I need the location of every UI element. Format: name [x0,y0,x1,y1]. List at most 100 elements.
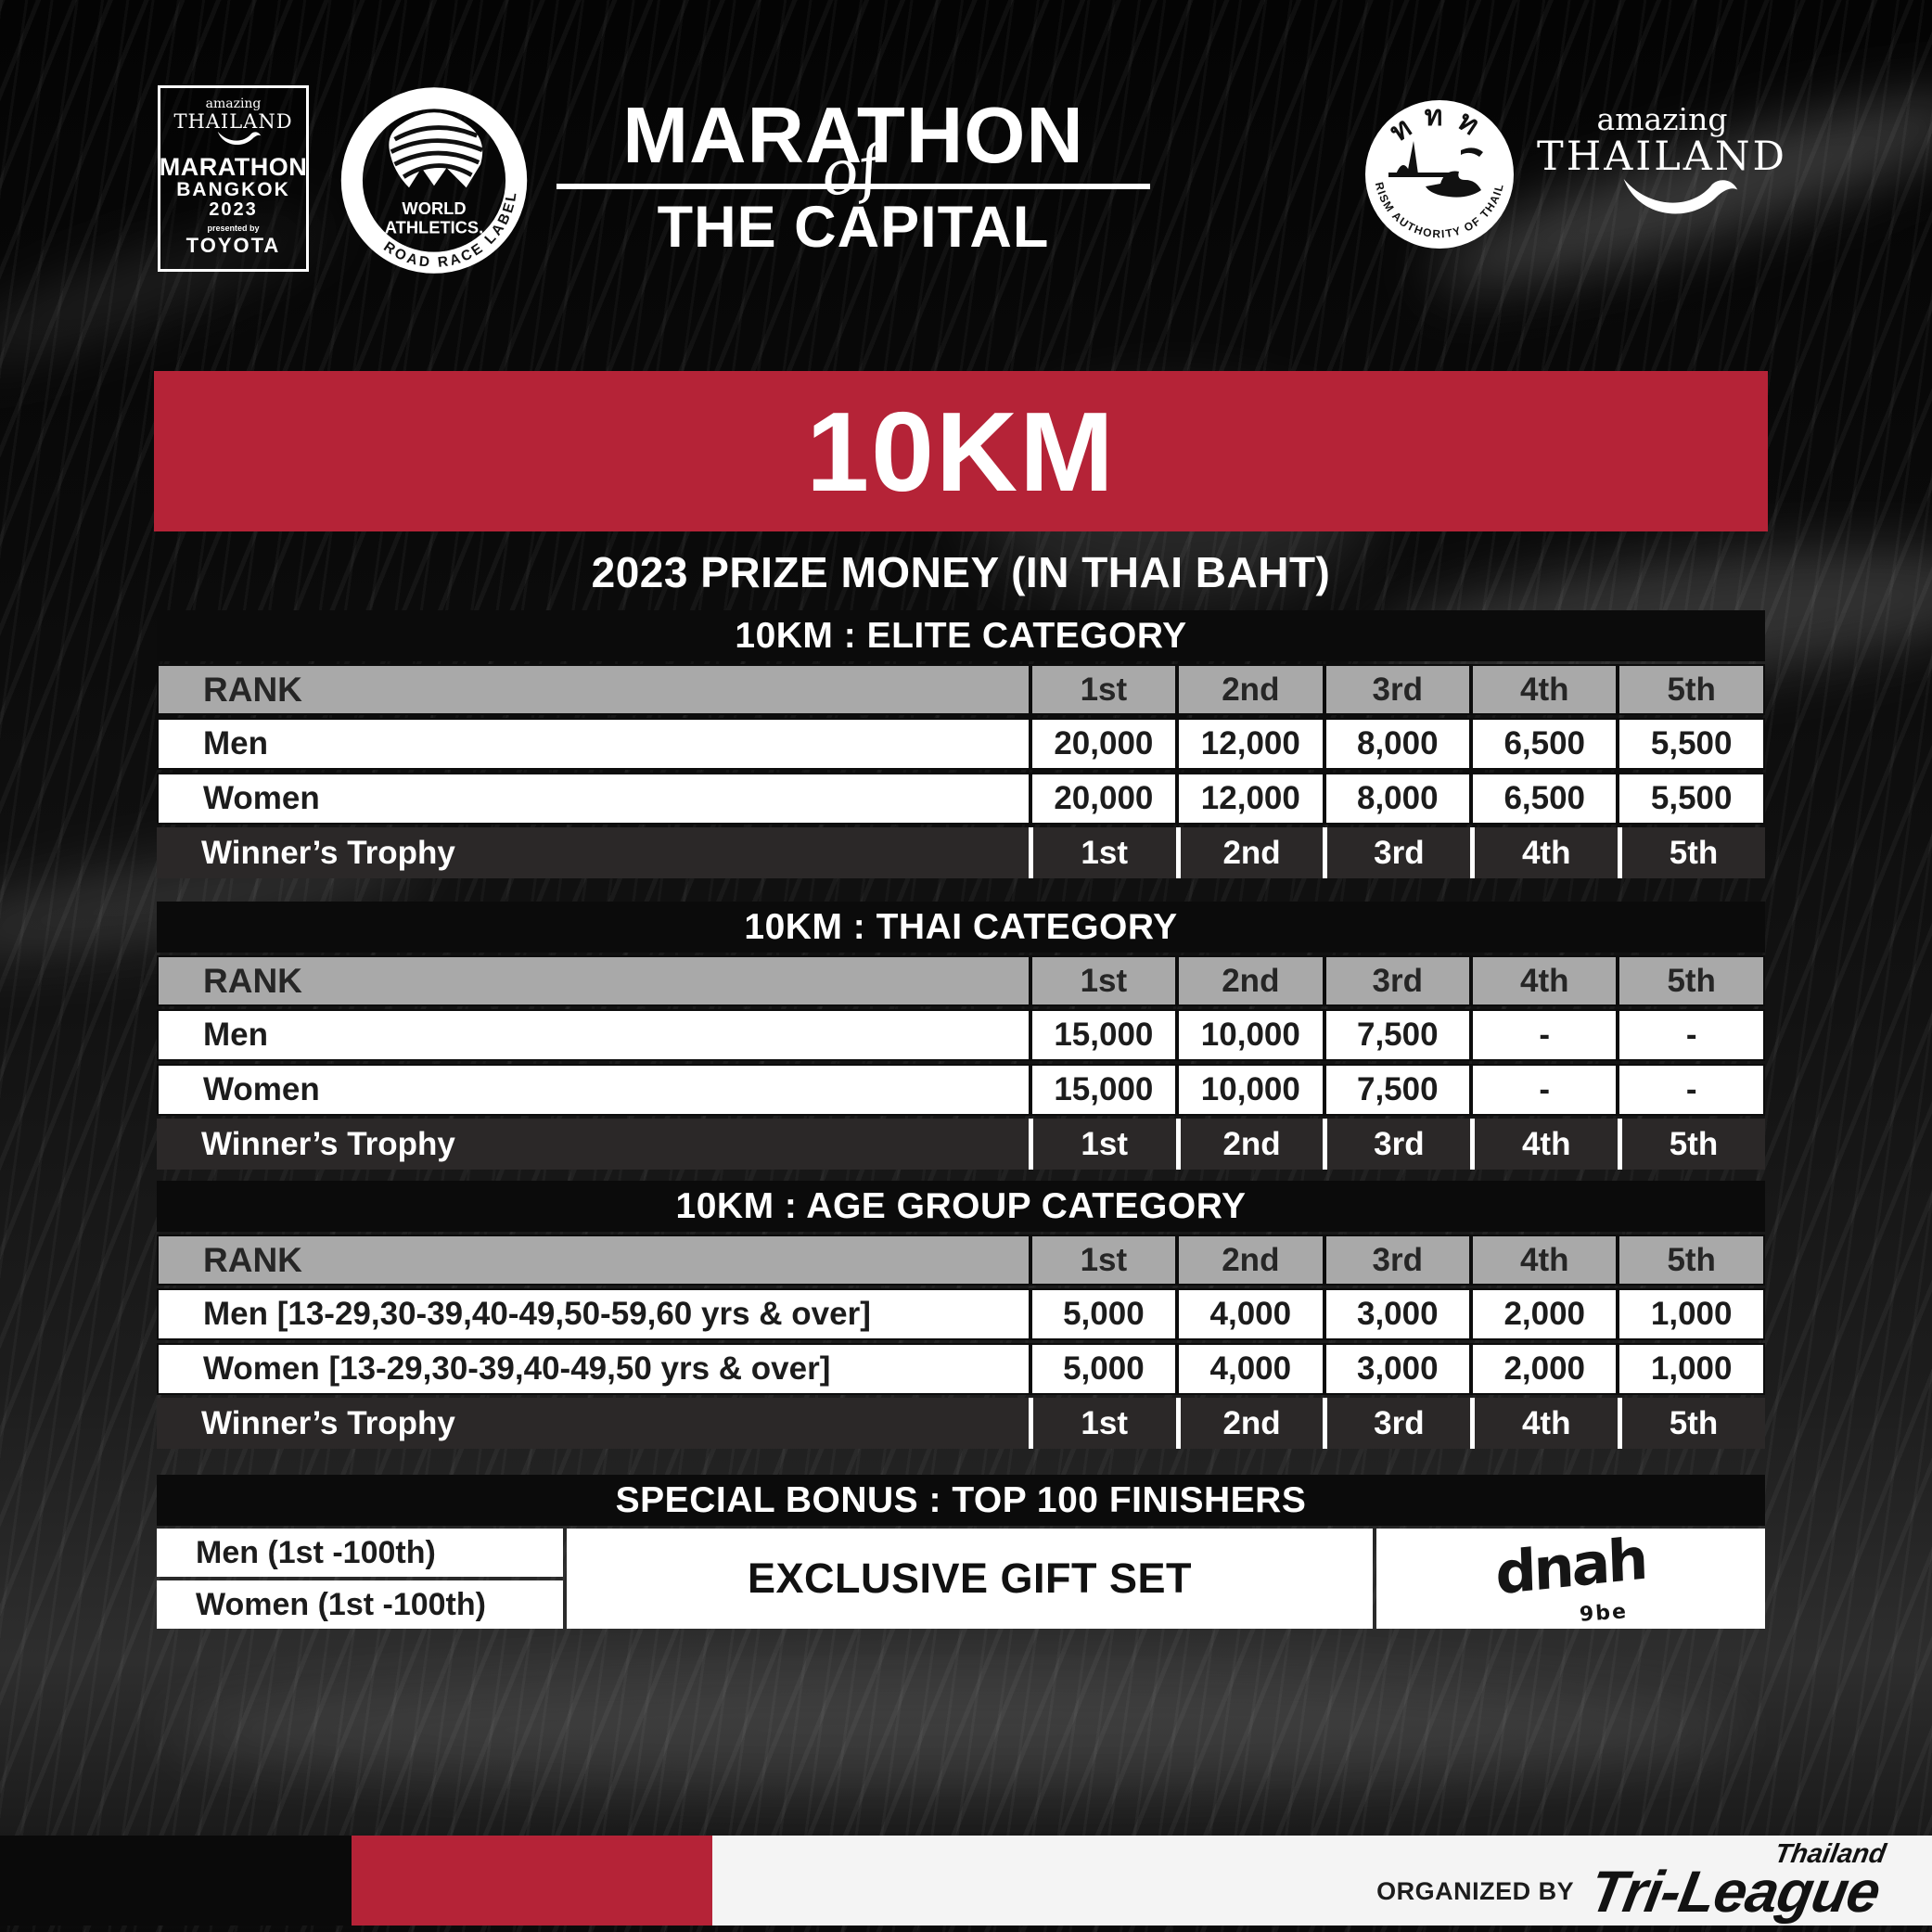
svg-text:ATHLETICS.: ATHLETICS. [385,217,483,237]
row-label: Men [159,720,1029,768]
trophy-cell: 5th [1618,1119,1765,1170]
footer-black-segment [0,1836,352,1926]
table-row-women: Women [13-29,30-39,40-49,50 yrs & over] … [157,1343,1765,1395]
title-divider-line: of [557,132,1150,211]
prize-cell: - [1616,1066,1763,1114]
col-header: 2nd [1175,1236,1322,1284]
prize-cell: 2,000 [1469,1290,1617,1338]
prize-cell: 6,500 [1469,720,1617,768]
thailand-swoosh-icon [1623,178,1738,214]
table-header-row: RANK 1st 2nd 3rd 4th 5th [157,1235,1765,1286]
prize-cell: 10,000 [1175,1011,1323,1059]
footer-bar: ORGANIZED BY Thailand Tri-League [0,1836,1932,1926]
prize-cell: - [1616,1011,1763,1059]
special-bonus-body: Men (1st -100th) Women (1st -100th) EXCL… [157,1524,1765,1629]
thailand-text: THAILAND [1537,133,1787,180]
prize-cell: 5,000 [1028,1345,1176,1393]
col-header: 2nd [1175,666,1322,713]
table-row-trophy: Winner’s Trophy 1st 2nd 3rd 4th 5th [157,1119,1765,1170]
trophy-cell: 1st [1028,827,1176,878]
prize-cell: - [1469,1011,1617,1059]
thailand-swoosh-icon [217,131,261,145]
event-title-line1: MARATHON [622,92,1084,180]
trophy-cell: 2nd [1175,1398,1324,1449]
prize-cell: 5,500 [1616,720,1763,768]
svg-text:WORLD: WORLD [402,198,466,218]
col-header: 1st [1028,957,1175,1004]
prize-cell: 5,000 [1028,1290,1176,1338]
col-header: 1st [1028,666,1175,713]
prize-cell: 15,000 [1028,1011,1176,1059]
amazing-text: amazing [1596,101,1728,137]
row-label: Men [13-29,30-39,40-49,50-59,60 yrs & ov… [159,1290,1029,1338]
marathon-bangkok-badge: amazing THAILAND MARATHON BANGKOK 2023 p… [158,85,309,272]
table-row-men: Men 20,000 12,000 8,000 6,500 5,500 [157,718,1765,770]
event-title: MARATHON of THE CAPITAL [557,96,1150,257]
col-header: 4th [1469,1236,1616,1284]
prize-cell: 8,000 [1322,720,1470,768]
prize-cell: 20,000 [1028,774,1176,823]
sponsor-bubble-logo-subtext: 9be [1578,1600,1629,1627]
trophy-cell: 5th [1618,827,1765,878]
col-header: 1st [1028,1236,1175,1284]
col-header: 4th [1469,957,1616,1004]
col-header: 3rd [1322,957,1469,1004]
trophy-cell: 4th [1470,1119,1619,1170]
age-group-category-table: 10KM : AGE GROUP CATEGORY RANK 1st 2nd 3… [157,1181,1765,1449]
table-title: 10KM : ELITE CATEGORY [157,610,1765,661]
badge-year-text: 2023 [209,199,258,221]
prize-cell: 10,000 [1175,1066,1323,1114]
prize-cell: 5,500 [1616,774,1763,823]
sponsor-bubble-logo-text: dnah [1494,1524,1647,1608]
prize-cell: 3,000 [1322,1345,1470,1393]
trophy-cell: 4th [1470,1398,1619,1449]
bonus-prize: EXCLUSIVE GIFT SET [567,1529,1373,1629]
prize-cell: 20,000 [1028,720,1176,768]
trophy-cell: 2nd [1175,1119,1324,1170]
col-header: 4th [1469,666,1616,713]
rank-header: RANK [203,670,302,709]
thai-category-table: 10KM : THAI CATEGORY RANK 1st 2nd 3rd 4t… [157,902,1765,1170]
table-header-row: RANK 1st 2nd 3rd 4th 5th [157,664,1765,715]
tri-league-logo: Thailand Tri-League [1585,1839,1888,1925]
col-header: 5th [1616,1236,1762,1284]
row-label: Winner’s Trophy [157,827,1029,878]
elite-category-table: 10KM : ELITE CATEGORY RANK 1st 2nd 3rd 4… [157,610,1765,878]
prize-cell: 6,500 [1469,774,1617,823]
trophy-cell: 4th [1470,827,1619,878]
row-label: Women [159,1066,1029,1114]
table-title: 10KM : THAI CATEGORY [157,902,1765,953]
prize-cell: 3,000 [1322,1290,1470,1338]
col-header: 3rd [1322,1236,1469,1284]
trophy-cell: 2nd [1175,827,1324,878]
row-label: Winner’s Trophy [157,1398,1029,1449]
trophy-cell: 3rd [1323,1119,1471,1170]
table-row-trophy: Winner’s Trophy 1st 2nd 3rd 4th 5th [157,1398,1765,1449]
badge-marathon-text: MARATHON [159,152,308,181]
tourism-authority-of-thailand-logo: ททท TOURISM AUTHORITY OF THAILAND [1360,93,1514,249]
badge-bangkok-text: BANGKOK [176,179,290,201]
trophy-cell: 3rd [1323,1398,1471,1449]
table-header-row: RANK 1st 2nd 3rd 4th 5th [157,955,1765,1006]
trophy-cell: 1st [1028,1119,1176,1170]
prize-money-subtitle: 2023 PRIZE MONEY (IN THAI BAHT) [591,548,1331,596]
prize-cell: 7,500 [1322,1011,1470,1059]
table-row-women: Women 15,000 10,000 7,500 - - [157,1064,1765,1116]
table-row-men: Men 15,000 10,000 7,500 - - [157,1009,1765,1061]
prize-cell: 1,000 [1616,1290,1763,1338]
prize-cell: 4,000 [1175,1345,1323,1393]
table-row-men: Men [13-29,30-39,40-49,50-59,60 yrs & ov… [157,1288,1765,1340]
trophy-cell: 5th [1618,1398,1765,1449]
trophy-cell: 3rd [1323,827,1471,878]
rank-header: RANK [203,1240,302,1279]
row-label: Men [159,1011,1029,1059]
col-header: 5th [1616,666,1762,713]
amazing-thailand-logo: amazing THAILAND [1532,101,1792,233]
special-bonus-title: SPECIAL BONUS : TOP 100 FINISHERS [157,1475,1765,1526]
prize-cell: 4,000 [1175,1290,1323,1338]
prize-cell: 8,000 [1322,774,1470,823]
event-title-line2: THE CAPITAL [657,195,1050,260]
row-label: Women [13-29,30-39,40-49,50 yrs & over] [159,1345,1029,1393]
footer-red-segment [352,1836,712,1926]
distance-banner: 10KM [154,371,1768,531]
